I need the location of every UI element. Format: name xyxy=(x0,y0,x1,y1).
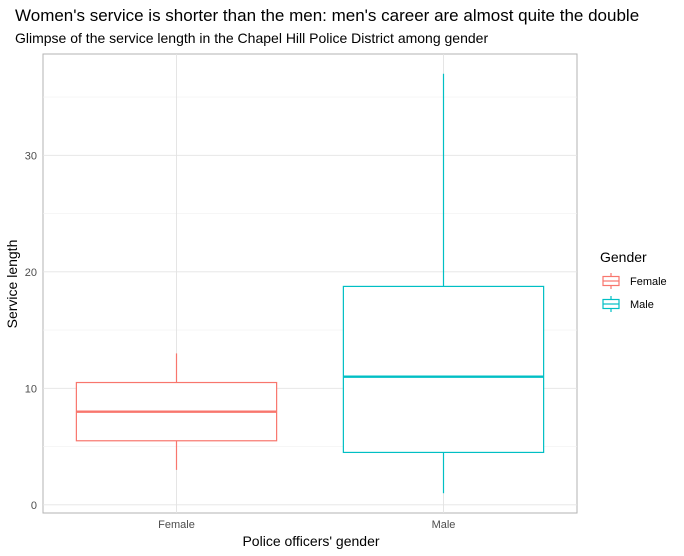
box-female xyxy=(75,353,278,470)
y-axis-ticks: 0 10 20 30 xyxy=(25,150,37,511)
box-male xyxy=(342,73,545,494)
legend-label: Female xyxy=(630,276,667,288)
iqr-box xyxy=(342,285,545,454)
y-tick-label: 20 xyxy=(25,267,37,279)
chart-title: Women's service is shorter than the men:… xyxy=(15,6,639,25)
legend-item-male: Male xyxy=(602,296,654,312)
boxes xyxy=(75,73,545,494)
y-tick-label: 10 xyxy=(25,383,37,395)
y-axis-title: Service length xyxy=(4,240,20,329)
legend-item-female: Female xyxy=(602,273,667,289)
y-tick-label: 30 xyxy=(25,150,37,162)
x-axis-ticks: Female Male xyxy=(158,519,455,531)
chart-subtitle: Glimpse of the service length in the Cha… xyxy=(15,30,488,46)
y-tick-label: 0 xyxy=(31,500,37,512)
legend: Gender Female Male xyxy=(600,249,667,312)
legend-title: Gender xyxy=(600,249,647,265)
x-tick-label: Female xyxy=(158,519,195,531)
legend-label: Male xyxy=(630,299,654,311)
x-axis-title: Police officers' gender xyxy=(242,533,379,549)
plot-panel xyxy=(42,53,578,514)
x-tick-label: Male xyxy=(432,519,456,531)
